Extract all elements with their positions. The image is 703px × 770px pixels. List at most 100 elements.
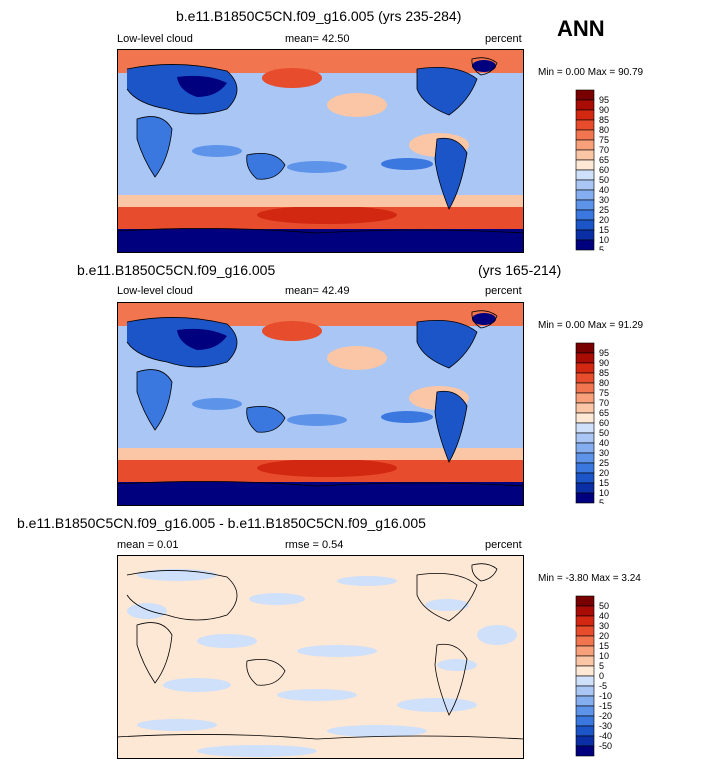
panel3-min-value: -3.80: [565, 573, 589, 584]
panel1-colorbar-boxes: [575, 89, 595, 251]
panel2-colorbar-box: [575, 492, 595, 504]
panel1-colorbar-label: 40: [599, 185, 609, 195]
panel2-colorbar-label: 75: [599, 388, 609, 398]
panel2-so-maximum: [257, 459, 397, 477]
panel3-rmse: rmse = 0.54: [285, 539, 343, 551]
panel3-colorbar-box: [575, 615, 595, 627]
panel1-colorbar-label: 20: [599, 215, 609, 225]
panel3-colorbar-box: [575, 645, 595, 657]
panel2-cp-low: [287, 414, 347, 426]
panel2-colorbar-label: 10: [599, 488, 609, 498]
panel3-min-label: Min =: [538, 573, 563, 584]
panel2-npacific-max: [262, 321, 322, 341]
panel2-north-america: [417, 320, 477, 368]
panel3-colorbar-label: 50: [599, 601, 609, 611]
panel2-colorbar-box: [575, 342, 595, 354]
panel3-colorbar-box: [575, 625, 595, 637]
panel1-min-value: 0.00: [565, 67, 585, 78]
panel2-colorbar-box: [575, 422, 595, 434]
panel1-colorbar-label: 70: [599, 145, 609, 155]
panel1-so-light: [117, 195, 524, 207]
panel2-max-value: 91.29: [618, 320, 644, 331]
panel3-colorbar-label: -40: [599, 731, 612, 741]
panel3-colorbar-box: [575, 715, 595, 727]
panel1-colorbar-box: [575, 129, 595, 141]
panel1-npacific-max: [262, 68, 322, 88]
panel1-central-asia: [177, 75, 227, 97]
panel1-colorbar-label: 80: [599, 125, 609, 135]
panel2-colorbar-label: 70: [599, 398, 609, 408]
panel1-mean-label: mean=: [285, 33, 319, 45]
panel2-min-value: 0.00: [565, 320, 585, 331]
panel3-colorbar-label: 20: [599, 631, 609, 641]
panel2-colorbar-box: [575, 402, 595, 414]
panel1-min-label: Min =: [538, 67, 563, 78]
panel2-colorbar-label: 5: [599, 498, 604, 504]
panel1-colorbar-label: 60: [599, 165, 609, 175]
panel2-title-left: b.e11.B1850C5CN.f09_g16.005: [77, 262, 276, 278]
panel3-frame: [117, 555, 524, 759]
panel2-colorbar-boxes: [575, 342, 595, 504]
panel3-rmse-label: rmse =: [285, 539, 319, 551]
panel2-map: [117, 302, 524, 506]
panel1-mean: mean= 42.50: [285, 33, 350, 45]
panel2-colorbar-label: 85: [599, 368, 609, 378]
panel1-title: b.e11.B1850C5CN.f09_g16.005 (yrs 235-284…: [176, 8, 462, 24]
panel3-colorbar-label: 5: [599, 661, 604, 671]
panel2-colorbar-label: 60: [599, 418, 609, 428]
panel2-colorbar-box: [575, 392, 595, 404]
panel3-colorbar-box: [575, 675, 595, 687]
panel1-colorbar-label: 75: [599, 135, 609, 145]
panel3-rmse-value: 0.54: [322, 539, 344, 551]
panel3-colorbar-box: [575, 745, 595, 757]
panel2-eurasia: [127, 317, 237, 367]
panel3-colorbar-label: -20: [599, 711, 612, 721]
panel1-colorbar-box: [575, 199, 595, 211]
panel3-colorbar-box: [575, 665, 595, 677]
panel2-africa: [137, 369, 172, 430]
panel1-colorbar-box: [575, 209, 595, 221]
panel2-etp-low: [381, 411, 433, 423]
panel1-max-value: 90.79: [618, 67, 644, 78]
panel1-io-low: [192, 145, 242, 157]
panel1-map: [117, 49, 524, 253]
panel3-colorbar-label: 0: [599, 671, 604, 681]
panel1-colorbar-label: 15: [599, 225, 609, 235]
panel1-colorbar-box: [575, 189, 595, 201]
panel1-south-america: [435, 138, 467, 209]
panel2-south-america: [435, 391, 467, 462]
panel1-colorbar-box: [575, 99, 595, 111]
panel3-colorbar-box: [575, 605, 595, 617]
panel1-coastlines: [117, 57, 524, 234]
panel2-colorbar-label: 15: [599, 478, 609, 488]
season-label: ANN: [557, 16, 605, 41]
panel2-units: percent: [485, 285, 522, 297]
panel1-eurasia: [127, 64, 237, 114]
panel1-colorbar-box: [575, 159, 595, 171]
panel1-colorbar-box: [575, 149, 595, 161]
panel3-colorbar-box: [575, 595, 595, 607]
panel1-greenland: [472, 60, 496, 72]
panel2-io-low: [192, 398, 242, 410]
panel2-california-sc: [327, 346, 387, 370]
panel3-colorbar-label: -10: [599, 691, 612, 701]
panel2-minmax: Min = 0.00 Max = 91.29: [538, 320, 643, 331]
panel3-colorbar-box: [575, 735, 595, 747]
panel1-variable: Low-level cloud: [117, 33, 193, 45]
panel1-frame: [117, 49, 524, 253]
panel3-colorbar-box: [575, 635, 595, 647]
panel1-cp-low: [287, 161, 347, 173]
panel2-colorbar-box: [575, 412, 595, 424]
panel1-colorbar-label: 85: [599, 115, 609, 125]
panel1-max-label: Max =: [587, 67, 616, 78]
panel2-colorbar-label: 20: [599, 468, 609, 478]
panel2-variable: Low-level cloud: [117, 285, 193, 297]
panel2-colorbar-box: [575, 352, 595, 364]
panel3-colorbar-box: [575, 695, 595, 707]
panel3-colorbar-box: [575, 705, 595, 717]
panel2-colorbar-label: 25: [599, 458, 609, 468]
